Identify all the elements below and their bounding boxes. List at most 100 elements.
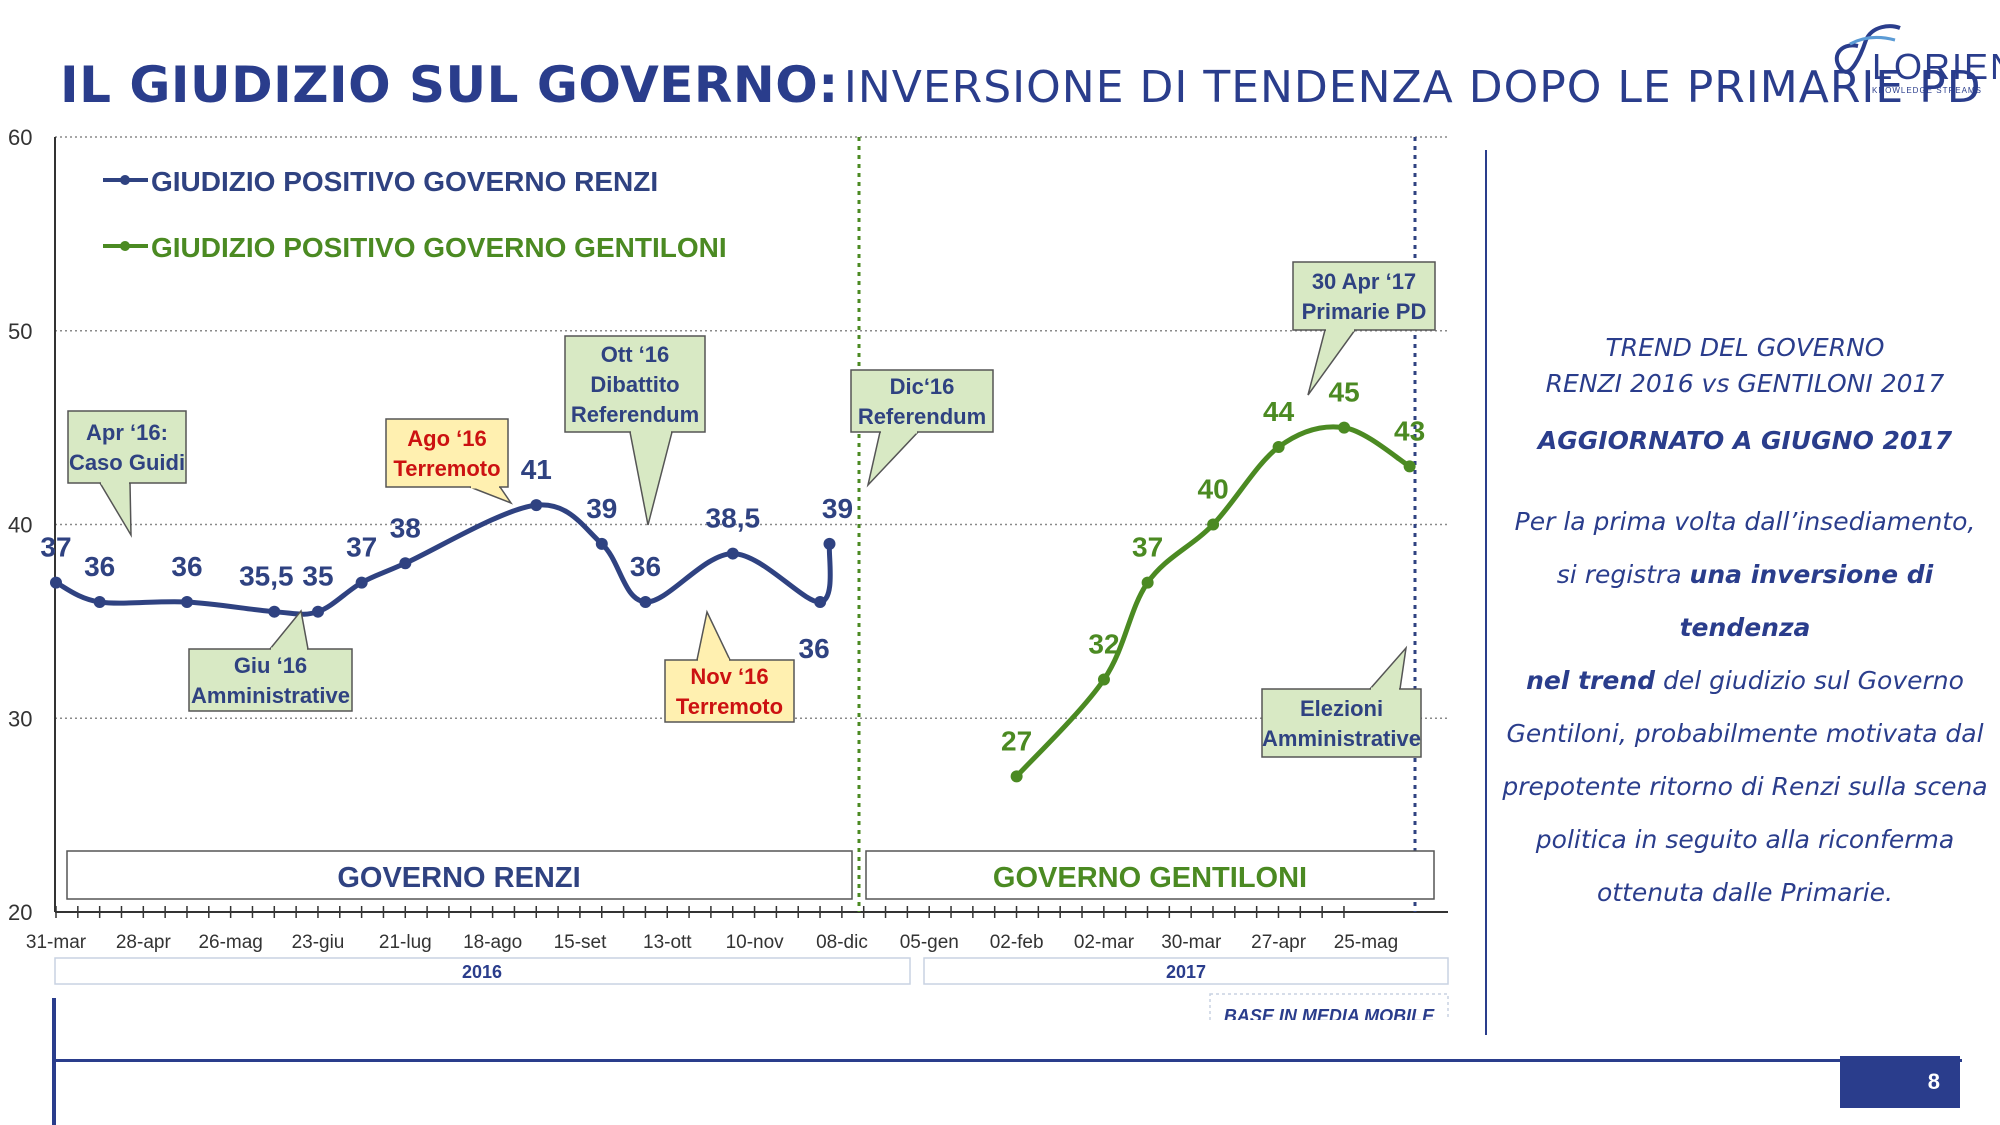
data-point [1141, 576, 1154, 589]
callout-box [385, 418, 509, 488]
data-point [1097, 673, 1110, 686]
title-bold: IL GIUDIZIO SUL GOVERNO: [60, 56, 839, 114]
data-label: 41 [521, 454, 552, 485]
data-label: 39 [586, 493, 617, 524]
side-body-fragment: politica in seguito alla riconferma [1535, 825, 1955, 854]
callout-text: Nov ‘16 [690, 664, 768, 689]
logo-text: LORIEN [1872, 46, 2000, 87]
period-box-gentiloni [865, 850, 1435, 900]
side-body-line: si registra una inversione di tendenza [1500, 548, 1990, 654]
data-point [93, 596, 106, 608]
side-body-fragment: Gentiloni, probabilmente motivata dal [1506, 719, 1984, 748]
y-tick-label: 30 [8, 706, 32, 731]
x-tick-label: 27-apr [1251, 932, 1307, 953]
data-point [530, 499, 543, 512]
x-tick-label: 26-mag [198, 932, 262, 953]
x-tick-label: 02-feb [990, 932, 1044, 953]
x-tick-label: 23-giu [292, 932, 345, 953]
data-point [355, 576, 368, 589]
data-label: 39 [822, 493, 853, 524]
callout-tail [469, 486, 514, 505]
x-tick-label: 28-apr [116, 932, 172, 953]
side-body-fragment: prepotente ritorno di Renzi sulla scena [1502, 772, 1988, 801]
data-label: 38,5 [706, 503, 761, 534]
side-body-line: Per la prima volta dall’insediamento, [1500, 495, 1990, 548]
page-title: IL GIUDIZIO SUL GOVERNO: INVERSIONE DI T… [60, 56, 1982, 114]
x-tick-label: 18-ago [463, 932, 522, 953]
footer-vertical-line [52, 998, 56, 1125]
data-label: 35 [302, 561, 333, 592]
callout-text: Elezioni [1300, 696, 1383, 721]
x-tick-label: 05-gen [900, 932, 959, 953]
callout-tail [629, 431, 673, 526]
callout-text: Dibattito [590, 372, 679, 397]
x-tick-label: 30-mar [1161, 932, 1222, 953]
side-body-line: nel trend del giudizio sul Governo [1500, 654, 1990, 707]
side-body-fragment: del giudizio sul Governo [1655, 666, 1964, 695]
callout-text: Amministrative [191, 683, 350, 708]
side-body-fragment: si registra [1556, 560, 1690, 589]
data-label: 36 [84, 551, 115, 582]
callout-text: Apr ‘16: [86, 420, 168, 445]
data-label: 44 [1263, 396, 1295, 427]
data-label: 45 [1329, 377, 1360, 408]
callout-tail [866, 431, 920, 488]
callout-box [1261, 688, 1422, 758]
callout-text: Ago ‘16 [407, 426, 486, 451]
data-label: 37 [40, 532, 71, 563]
callout-tail [98, 482, 132, 538]
x-tick-label: 10-nov [726, 932, 785, 953]
note-text: BASE IN MEDIA MOBILE [1224, 1006, 1435, 1020]
data-label: 38 [390, 512, 421, 543]
data-point [823, 537, 836, 550]
callout-text: Giu ‘16 [234, 653, 307, 678]
callout-text: Dic‘16 [890, 374, 955, 399]
callout-text: Referendum [571, 402, 699, 427]
side-body-line: Gentiloni, probabilmente motivata dal [1500, 707, 1990, 760]
year-label: 2016 [462, 962, 502, 982]
data-point [180, 596, 193, 608]
lorien-logo [1834, 24, 1901, 74]
data-label: 36 [171, 551, 202, 582]
data-point [268, 605, 281, 618]
callout-box [664, 659, 795, 723]
callout-box [850, 369, 994, 433]
callout-tail [696, 609, 732, 661]
footer-line [52, 1059, 1962, 1062]
side-body-line: prepotente ritorno di Renzi sulla scena [1500, 760, 1990, 813]
callout-text: Terremoto [393, 456, 500, 481]
callout-text: Referendum [858, 404, 986, 429]
callout-text: 30 Apr ‘17 [1312, 269, 1416, 294]
page-number: 8 [1840, 1056, 1960, 1108]
data-point [726, 547, 739, 560]
side-body-fragment: una inversione di tendenza [1679, 560, 1934, 642]
side-updated: AGGIORNATO A GIUGNO 2017 [1537, 426, 1953, 455]
data-label: 36 [630, 551, 661, 582]
data-label: 37 [1132, 532, 1163, 563]
side-body-fragment: Per la prima volta dall’insediamento, [1514, 507, 1976, 536]
callout-box [1292, 261, 1436, 331]
data-point [1010, 770, 1023, 783]
side-body: Per la prima volta dall’insediamento, si … [1500, 495, 1990, 919]
callout-text: Ott ‘16 [601, 342, 669, 367]
year-label: 2017 [1166, 962, 1206, 982]
data-point [1207, 518, 1220, 531]
x-tick-label: 15-set [554, 932, 608, 953]
callout-box [188, 648, 353, 712]
side-heading: TREND DEL GOVERNO RENZI 2016 vs GENTILON… [1500, 330, 1990, 402]
note-box [1209, 993, 1449, 1020]
x-tick-label: 13-ott [643, 932, 692, 953]
legend-label: GIUDIZIO POSITIVO GOVERNO GENTILONI [151, 232, 727, 263]
data-point [1338, 421, 1351, 434]
x-tick-label: 31-mar [26, 932, 87, 953]
line-chart: 20 30 40 50 60 31-mar 28-apr 26-mag 23-giu 21-lug… [8, 125, 1449, 1020]
x-tick-label: 08-dic [816, 932, 868, 953]
data-point [50, 576, 62, 589]
y-tick-label: 50 [8, 319, 32, 344]
year-bar-2017 [923, 957, 1449, 985]
callout-text: Caso Guidi [69, 450, 185, 475]
callout-text: Terremoto [676, 694, 783, 719]
data-point [595, 537, 608, 550]
data-label: 43 [1394, 415, 1425, 446]
side-body-fragment: ottenuta dalle Primarie. [1597, 878, 1893, 907]
